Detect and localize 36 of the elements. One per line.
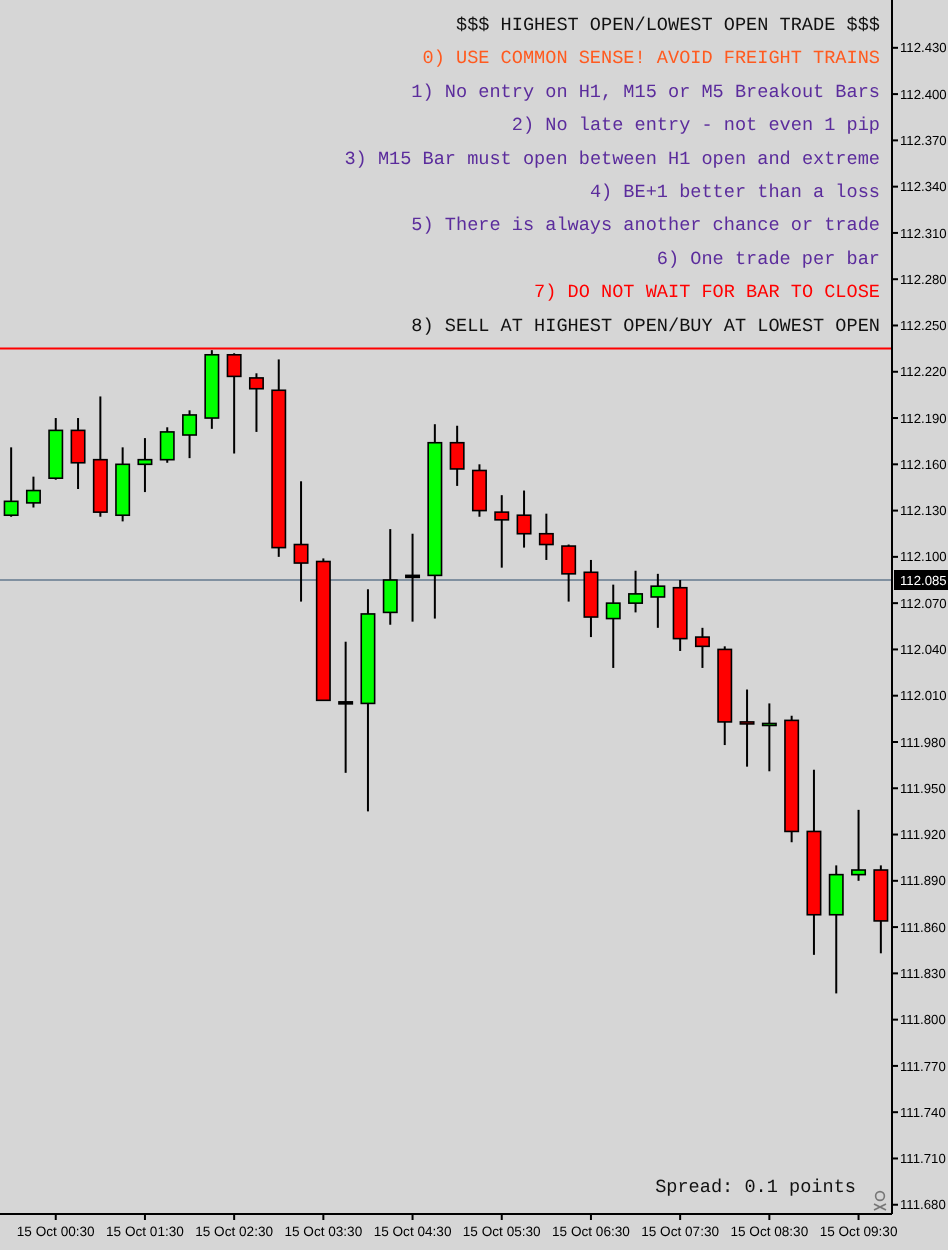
candlestick [338, 640, 354, 774]
annotation: 8) SELL AT HIGHEST OPEN/BUY AT LOWEST OPEN [411, 314, 880, 337]
candlestick [538, 512, 554, 561]
annotation: 3) M15 Bar must open between H1 open and extreme [344, 147, 880, 170]
candlestick [650, 572, 666, 629]
text: $$$ HIGHEST OPEN/LOWEST OPEN TRADE $$$ [455, 14, 881, 36]
candlestick [471, 463, 487, 518]
candlestick [628, 569, 644, 614]
candlestick [828, 864, 844, 995]
candlestick [70, 417, 86, 490]
annotation: 4) BE+1 better than a loss [589, 181, 880, 203]
candlestick [293, 480, 309, 603]
candlestick [137, 437, 153, 494]
candlestick [159, 426, 175, 464]
candlestick [561, 543, 577, 603]
annotation: 1) No entry on H1, M15 or M5 Breakout Bars [411, 80, 880, 103]
annotation: 0) USE COMMON SENSE! AVOID FREIGHT TRAINS [422, 47, 881, 70]
annotation: 6) One trade per bar [656, 247, 880, 270]
annotation: 7) DO NOT WAIT FOR BAR TO CLOSE [534, 281, 881, 304]
candlestick [382, 528, 398, 626]
candlestick [583, 558, 599, 639]
annotation: Spread: 0.1 points [655, 1176, 856, 1198]
candlestick [48, 417, 64, 481]
candlestick [449, 424, 465, 487]
candlestick [739, 688, 755, 768]
candlestick [3, 446, 19, 518]
candlestick [494, 494, 510, 569]
annotation: 5) There is always another chance or trade [411, 214, 880, 237]
candlestick [25, 475, 41, 509]
candlestick [248, 372, 264, 433]
annotation: 2) No late entry - not even 1 pip [511, 114, 880, 137]
candlestick [694, 626, 710, 669]
candlestick [182, 409, 198, 460]
candlestick [851, 808, 867, 882]
candlestick [516, 489, 532, 549]
candlestick [605, 583, 621, 669]
